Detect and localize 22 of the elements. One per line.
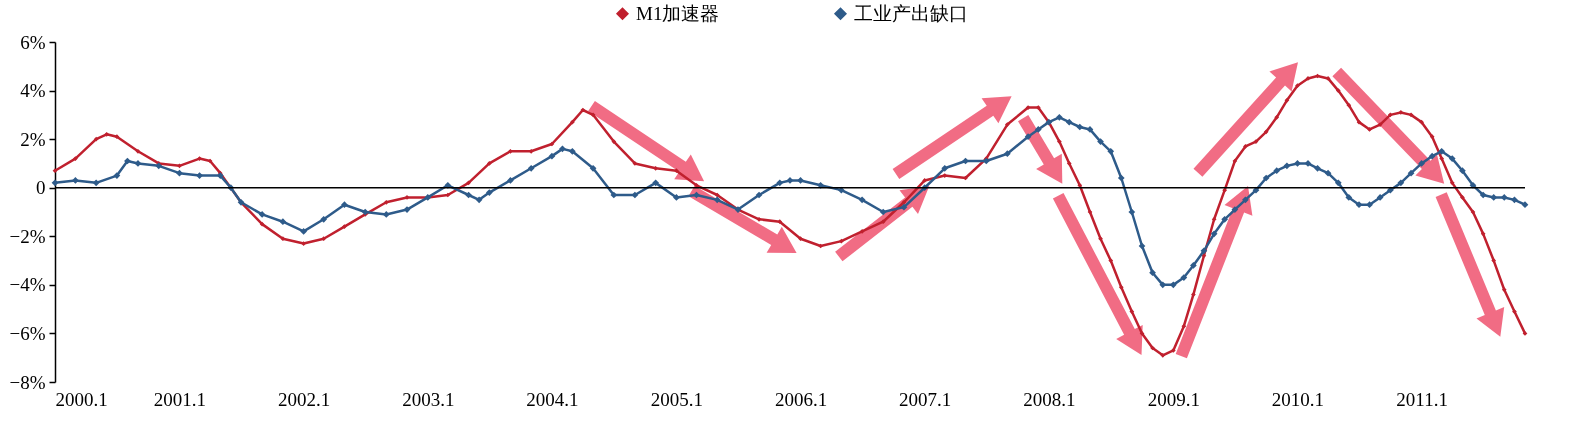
legend-label: M1加速器: [636, 2, 720, 24]
y-tick-label: 0: [36, 177, 46, 199]
x-tick-label: 2005.1: [650, 388, 704, 410]
x-tick-label: 2004.1: [526, 388, 579, 410]
y-tick-label: −8%: [9, 371, 46, 393]
x-tick-label: 2008.1: [1023, 388, 1076, 410]
x-tick-label: 2010.1: [1271, 388, 1325, 410]
x-tick-label: 2002.1: [278, 388, 331, 410]
x-tick-label: 2006.1: [774, 388, 828, 410]
x-tick-label: 2003.1: [402, 388, 455, 410]
x-tick-label: 2011.1: [1396, 388, 1448, 410]
y-tick-label: 2%: [20, 128, 46, 150]
y-tick-label: 4%: [20, 80, 46, 102]
y-tick-label: 6%: [20, 31, 46, 53]
x-tick-label: 2007.1: [899, 388, 952, 410]
x-tick-label: 2009.1: [1147, 388, 1200, 410]
x-tick-label: 2000.1: [55, 388, 108, 410]
x-tick-label: 2001.1: [153, 388, 207, 410]
y-tick-label: −6%: [9, 322, 46, 344]
y-tick-label: −4%: [9, 274, 46, 296]
legend-label: 工业产出缺口: [854, 2, 968, 24]
y-tick-label: −2%: [9, 225, 46, 247]
